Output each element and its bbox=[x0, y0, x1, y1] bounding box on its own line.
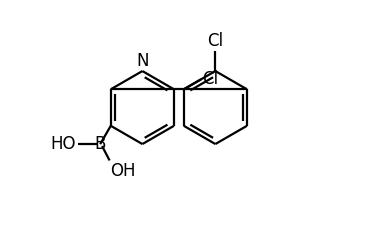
Text: Cl: Cl bbox=[202, 70, 218, 87]
Text: OH: OH bbox=[110, 162, 136, 180]
Text: N: N bbox=[136, 52, 149, 70]
Text: HO: HO bbox=[51, 135, 76, 153]
Text: B: B bbox=[95, 135, 106, 153]
Text: Cl: Cl bbox=[207, 32, 223, 50]
